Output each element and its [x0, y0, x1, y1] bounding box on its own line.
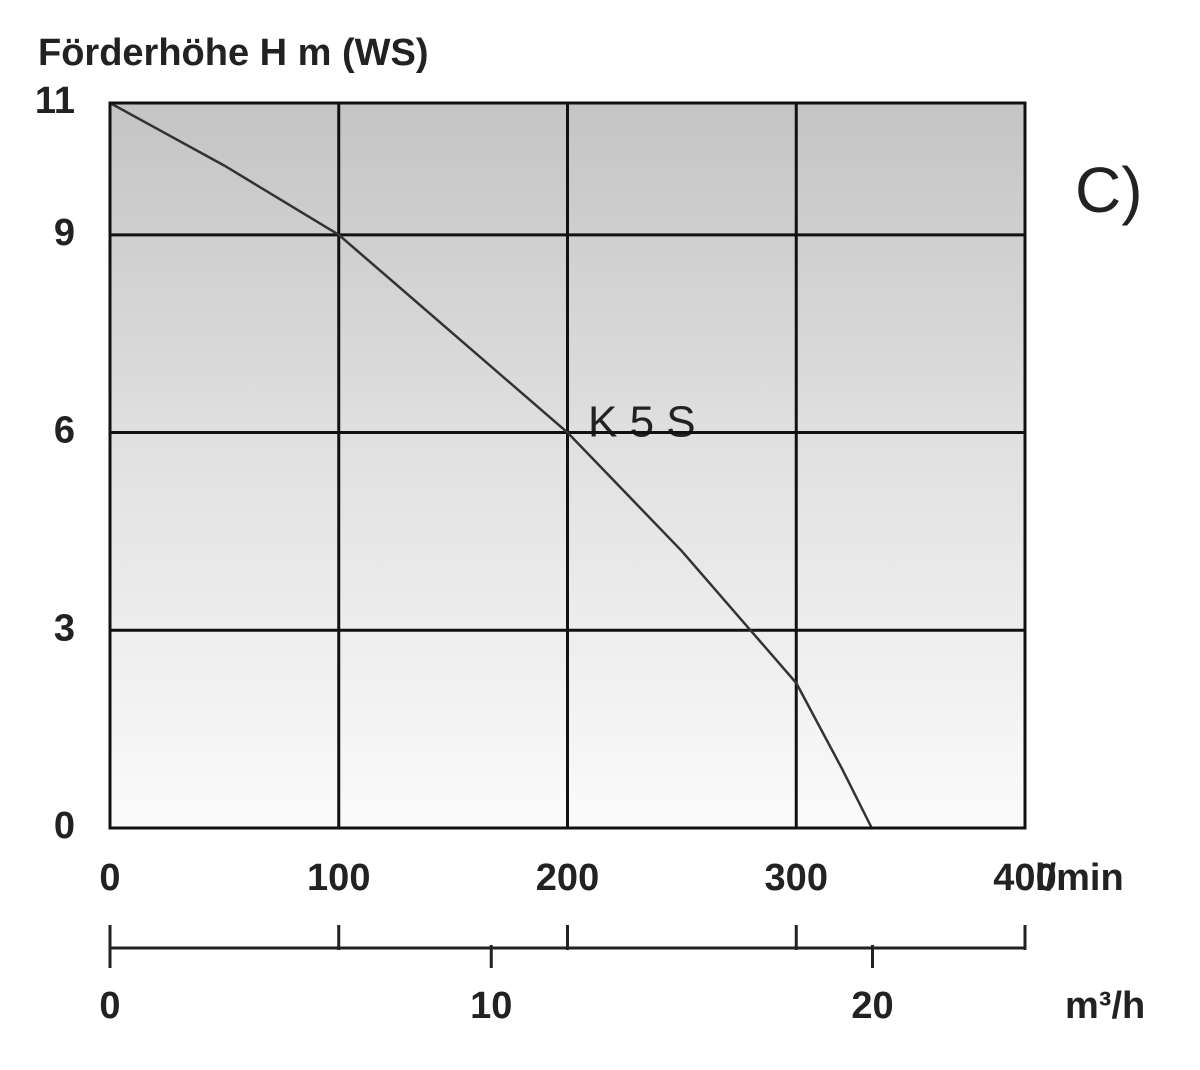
- x-tick-label: 100: [307, 857, 370, 899]
- annotation: C): [1075, 154, 1143, 226]
- x2-tick-label: 10: [470, 985, 512, 1027]
- x-tick-label: 0: [99, 857, 120, 899]
- x-tick-label: 400: [993, 857, 1056, 899]
- x2-axis-label: m³/h: [1065, 985, 1145, 1027]
- y-tick-label: 3: [54, 607, 75, 649]
- x-tick-label: 300: [765, 857, 828, 899]
- y-tick-label: 0: [54, 805, 75, 847]
- x2-tick-label: 20: [851, 985, 893, 1027]
- plot-border: [108, 101, 1027, 830]
- y-tick-label: 11: [35, 80, 75, 122]
- series-label: K 5 S: [588, 398, 696, 447]
- chart-title: Förderhöhe H m (WS): [38, 32, 429, 74]
- curve: [109, 101, 873, 829]
- x-tick-label: 200: [536, 857, 599, 899]
- y-tick-label: 9: [54, 212, 75, 254]
- y-tick-label: 6: [54, 410, 75, 452]
- x2-tick-label: 0: [99, 985, 120, 1027]
- x-axis-label: l/min: [1035, 857, 1124, 899]
